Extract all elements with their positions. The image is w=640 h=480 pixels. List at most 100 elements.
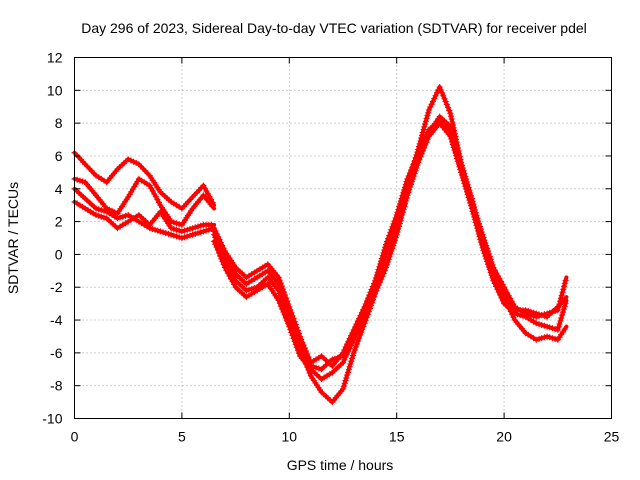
data-point [369, 286, 376, 293]
data-point [471, 210, 478, 217]
data-point [93, 205, 99, 212]
data-point [348, 358, 355, 365]
data-point [205, 226, 212, 233]
data-point [162, 230, 169, 237]
data-point [368, 289, 375, 296]
data-point [178, 228, 185, 235]
data-point [334, 354, 341, 361]
data-point [453, 145, 460, 152]
data-point [93, 212, 99, 218]
data-point [184, 233, 191, 240]
data-point [289, 332, 296, 339]
data-point [479, 238, 486, 245]
data-point [187, 232, 193, 239]
data-point [393, 218, 400, 225]
data-point [341, 380, 348, 387]
data-point [133, 159, 140, 166]
data-point [363, 301, 370, 308]
data-point [170, 226, 177, 232]
data-point [181, 227, 188, 234]
data-point [448, 129, 455, 135]
data-point [409, 167, 416, 174]
data-point [197, 222, 204, 229]
data-point [344, 344, 350, 351]
data-point [464, 185, 471, 192]
y-tick-label: 8 [55, 115, 63, 131]
data-point [478, 235, 485, 242]
data-point [443, 101, 450, 108]
data-point [465, 188, 471, 195]
series-track-1 [71, 149, 217, 212]
data-point [282, 314, 289, 321]
data-point [347, 361, 354, 367]
data-point [385, 239, 392, 245]
data-point [165, 230, 172, 237]
data-point [195, 223, 201, 230]
data-point [218, 255, 225, 262]
data-point [303, 354, 310, 361]
data-point [424, 112, 431, 119]
data-point [280, 292, 287, 299]
data-point [130, 158, 137, 165]
data-point [291, 338, 298, 345]
data-point [385, 256, 392, 263]
data-point [452, 140, 458, 147]
data-point [213, 244, 220, 251]
data-point [417, 147, 424, 154]
data-point [280, 309, 287, 315]
data-point [200, 228, 207, 235]
data-point [538, 322, 545, 328]
data-point [440, 92, 447, 99]
data-point [399, 196, 406, 203]
data-point [215, 250, 222, 256]
data-point [439, 89, 445, 96]
data-point [340, 383, 347, 390]
data-point [288, 312, 295, 319]
data-point [383, 264, 389, 271]
data-point [176, 227, 183, 234]
data-point [482, 247, 489, 254]
data-point [499, 287, 506, 294]
data-point [472, 213, 479, 220]
data-point [561, 283, 567, 290]
data-point [79, 178, 86, 185]
data-point [160, 229, 167, 236]
data-point [173, 233, 180, 240]
data-point [549, 335, 556, 342]
data-point [293, 329, 300, 336]
data-point [450, 134, 457, 141]
data-point [277, 286, 284, 293]
data-point [388, 230, 395, 237]
data-point [346, 338, 353, 345]
data-point [485, 253, 491, 259]
data-point [418, 135, 425, 142]
data-point [465, 190, 472, 197]
data-point [98, 213, 105, 220]
data-point [541, 312, 548, 319]
data-point [341, 350, 348, 357]
data-point [291, 323, 298, 330]
data-point [481, 244, 488, 251]
data-point [446, 107, 453, 114]
data-point [209, 203, 216, 210]
data-point [561, 303, 568, 310]
data-point [211, 228, 218, 235]
data-point [561, 280, 568, 287]
data-point [411, 161, 418, 168]
data-point [480, 241, 487, 248]
data-point [146, 225, 153, 232]
data-point [448, 113, 454, 120]
data-point [405, 176, 412, 183]
data-point [421, 123, 428, 130]
data-point [462, 176, 468, 183]
data-point [487, 259, 494, 265]
data-point [421, 138, 428, 145]
data-point [356, 318, 363, 325]
data-point [220, 248, 227, 255]
data-point [427, 104, 434, 111]
data-point [127, 157, 134, 164]
data-point [429, 98, 436, 105]
data-point [401, 190, 408, 197]
data-point [541, 334, 548, 341]
data-point [305, 357, 312, 364]
